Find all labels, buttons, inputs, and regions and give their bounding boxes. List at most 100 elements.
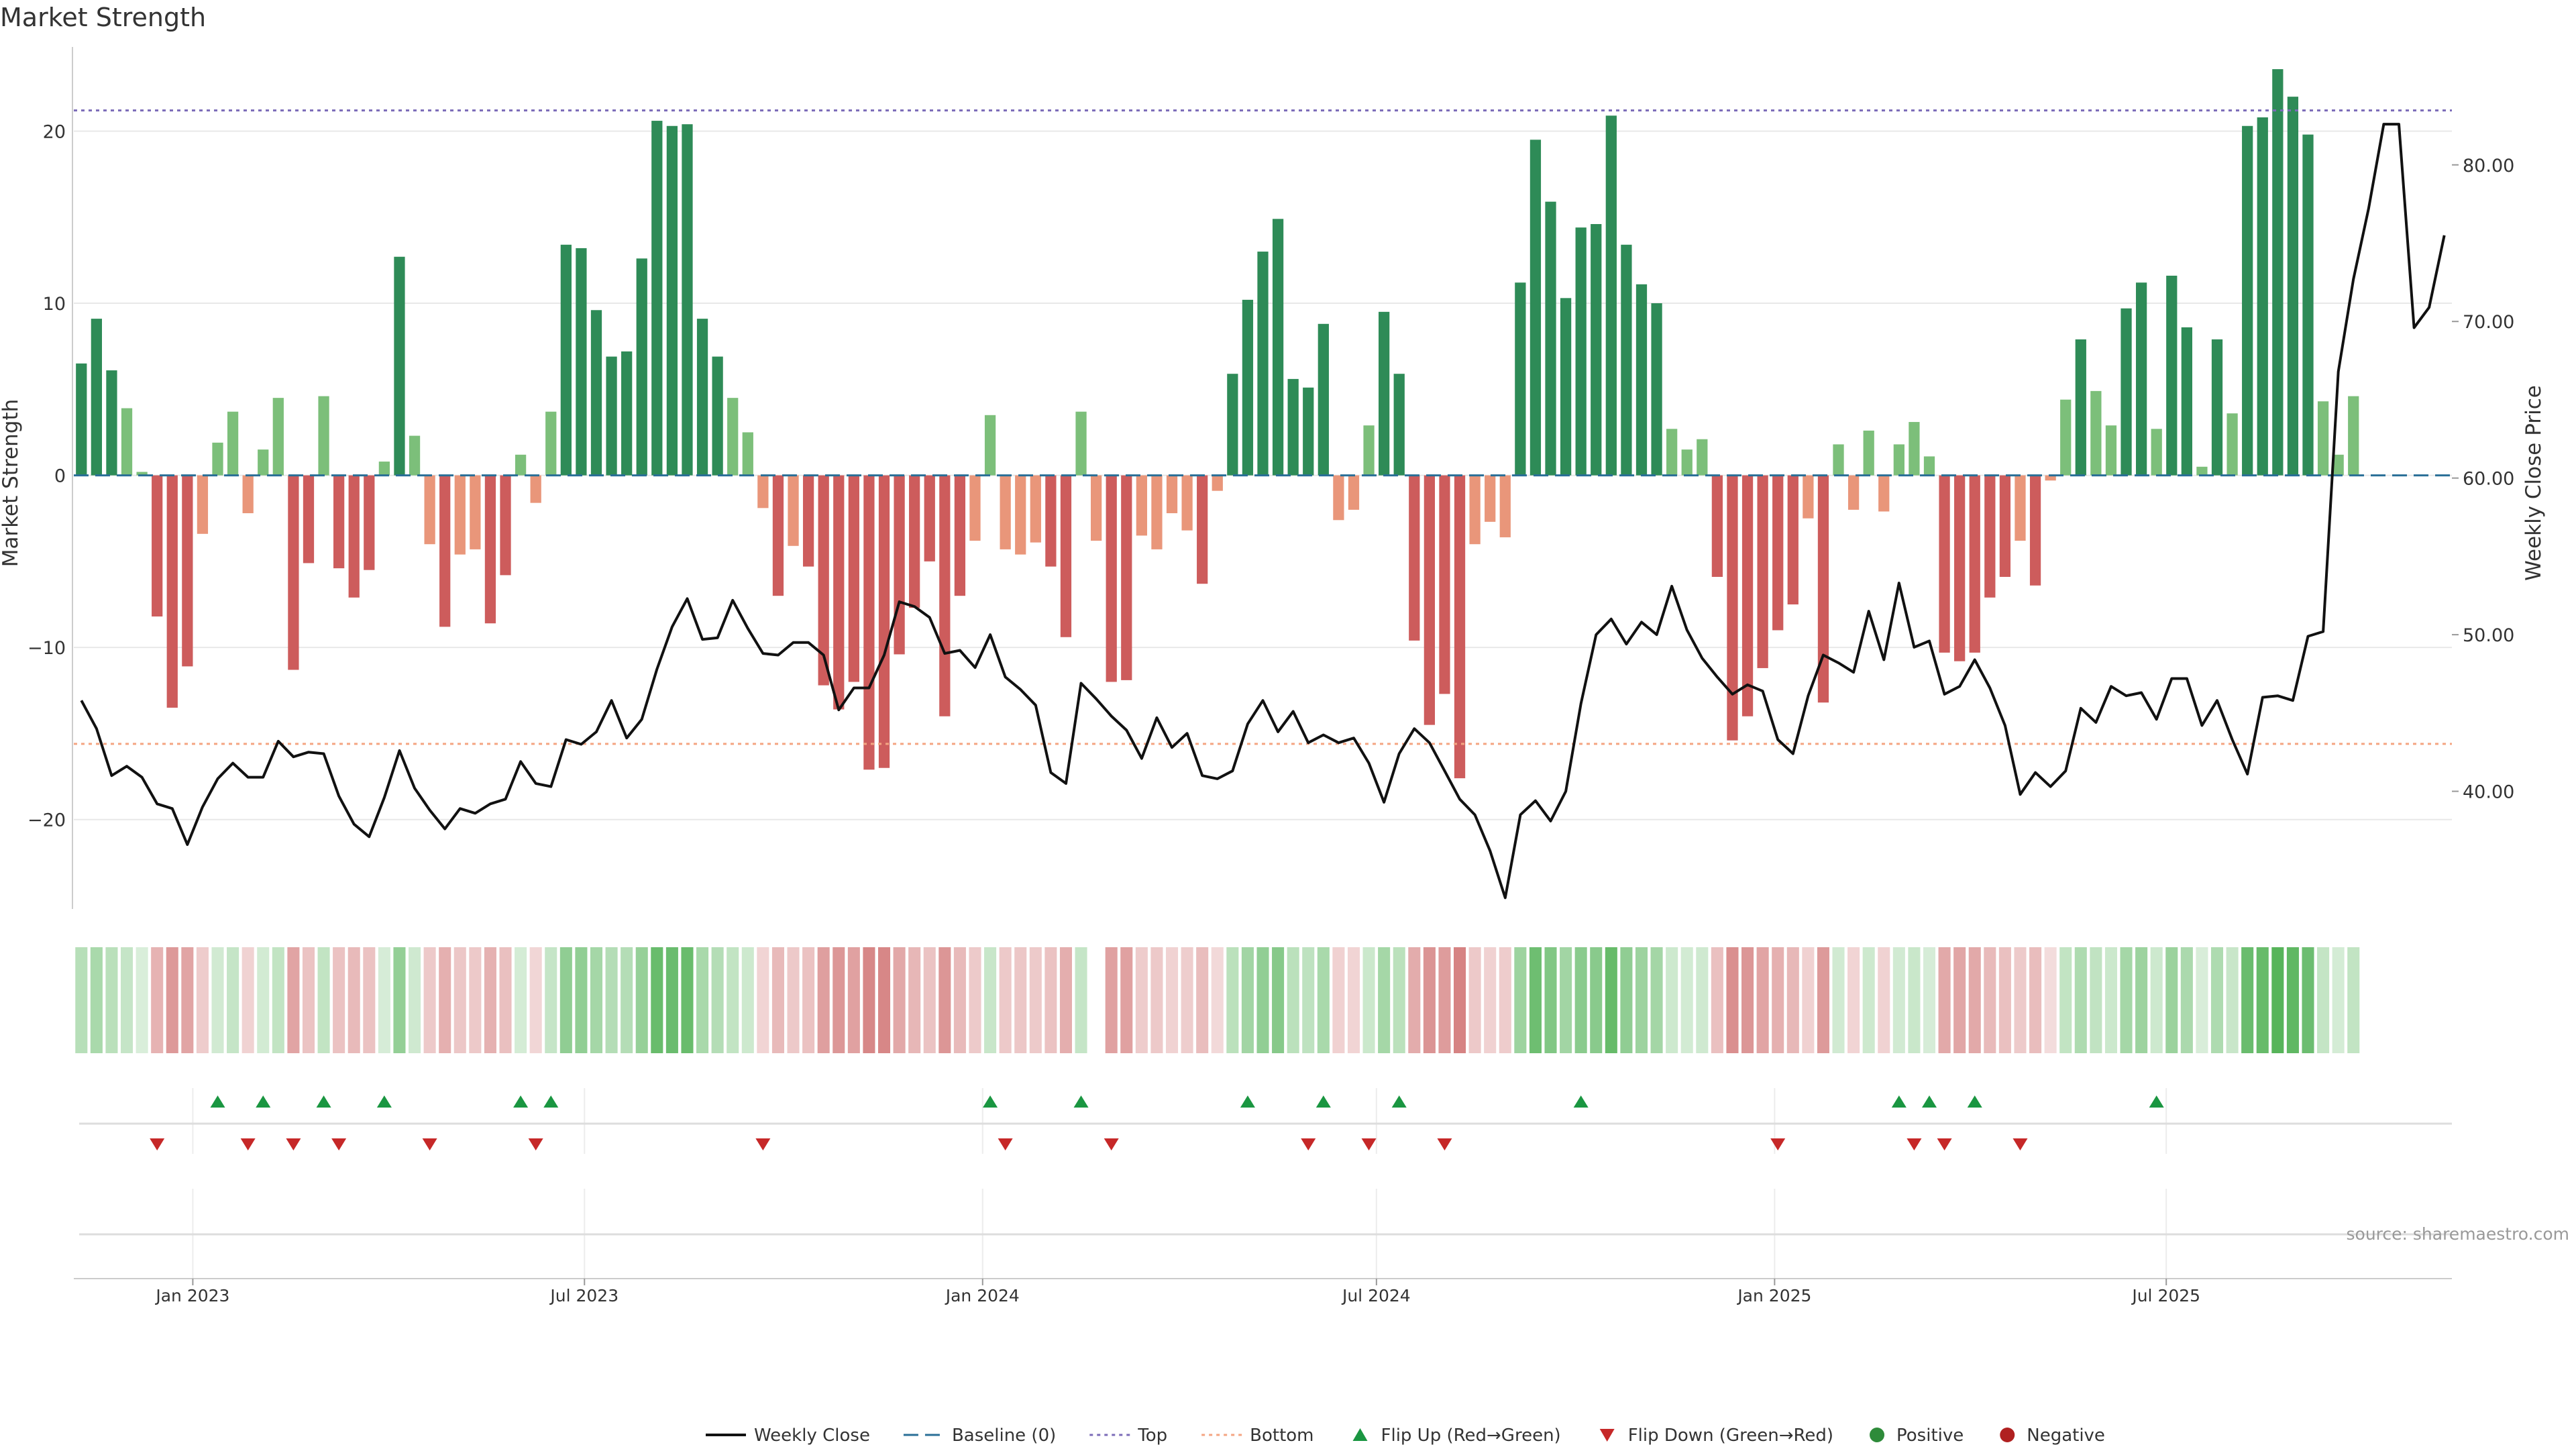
heat-cell (1605, 947, 1617, 1053)
x-tick-label: Jul 2023 (549, 1286, 619, 1305)
strength-bar (2075, 339, 2086, 476)
strength-bar (545, 411, 557, 476)
strength-heatmap-strip (75, 947, 2360, 1053)
strength-bar (227, 411, 239, 476)
flip-up-marker (983, 1095, 998, 1108)
strength-bar (454, 475, 466, 555)
flip-up-marker (210, 1095, 225, 1108)
heat-cell (1772, 947, 1784, 1053)
heat-cell (2256, 947, 2269, 1053)
strength-bar (636, 258, 647, 476)
strength-bar (606, 356, 617, 476)
strength-bar (1772, 475, 1784, 631)
flip-down-marker (755, 1138, 771, 1150)
flip-up-marker (1073, 1095, 1089, 1108)
heat-cell (1484, 947, 1497, 1053)
legend-label: Flip Down (Green→Red) (1628, 1426, 1833, 1446)
heat-cell (1560, 947, 1572, 1053)
strength-bar (318, 396, 329, 476)
heat-cell (2226, 947, 2239, 1053)
flip-down-marker (1104, 1138, 1119, 1150)
axes: −20 −10 0 10 20 40.00 50.00 60.00 70.00 80.00 Mark… (0, 47, 2546, 909)
strength-bar (1711, 475, 1723, 577)
x-tick-label: Jan 2024 (945, 1286, 1020, 1305)
strength-bar (409, 435, 421, 476)
strength-bar (439, 475, 451, 627)
strength-bar (394, 256, 405, 476)
strength-bar (818, 475, 829, 686)
strength-bar (696, 319, 708, 476)
y-axis-label: Market Strength (0, 399, 23, 568)
strength-bar (2060, 399, 2072, 476)
strength-bar (1591, 224, 1602, 476)
strength-bar (242, 475, 254, 514)
flip-up-marker (376, 1095, 392, 1108)
heat-cell (257, 947, 270, 1053)
strength-bar (848, 475, 859, 682)
heat-cell (1362, 947, 1375, 1053)
strength-bar (833, 475, 845, 710)
strength-bar (1499, 475, 1511, 537)
strength-bar (2287, 97, 2299, 476)
heat-cell (893, 947, 906, 1053)
heat-cell (1514, 947, 1527, 1053)
strength-bar (1909, 422, 1920, 476)
flip-up-marker (1573, 1095, 1589, 1108)
strength-bar (515, 454, 527, 476)
heat-cell (363, 947, 376, 1053)
flip-down-marker (150, 1138, 165, 1150)
flip-up-marker (1891, 1095, 1907, 1108)
strength-bar (364, 475, 375, 570)
strength-bar (1045, 475, 1057, 567)
heat-cell (1105, 947, 1118, 1053)
heat-cell (1696, 947, 1709, 1053)
heat-cell (953, 947, 966, 1053)
strength-bar (1212, 475, 1223, 491)
heat-cell (453, 947, 466, 1053)
flip-down-marker (286, 1138, 301, 1150)
strength-bars (76, 69, 2359, 779)
heat-cell (1878, 947, 1890, 1053)
heat-cell (2196, 947, 2208, 1053)
flip-markers-panel (79, 1088, 2452, 1154)
heat-cell (757, 947, 769, 1053)
strength-bar (1318, 323, 1329, 476)
strength-bar (484, 475, 496, 624)
heat-cell (287, 947, 300, 1053)
heat-cell (2150, 947, 2163, 1053)
heat-cell (1984, 947, 1996, 1053)
heat-cell (847, 947, 860, 1053)
flip-up-marker (316, 1095, 331, 1108)
strength-bar (2272, 69, 2284, 476)
strength-bar (2090, 390, 2102, 476)
strength-bar (1303, 387, 1314, 476)
strength-bar (378, 462, 390, 476)
strength-bar (1635, 284, 1648, 476)
heat-cell (863, 947, 875, 1053)
strength-bar (1181, 475, 1193, 531)
strength-bar (1923, 456, 1935, 476)
strength-bar (924, 475, 935, 561)
strength-bar (530, 475, 541, 503)
strength-bar (1015, 475, 1026, 555)
strength-bar (1333, 475, 1344, 521)
heat-cell (1908, 947, 1921, 1053)
strength-bar (1529, 140, 1542, 476)
strength-bar (470, 475, 481, 549)
legend-item-flip_down: Flip Down (Green→Red) (1599, 1426, 1833, 1446)
heat-cell (1256, 947, 1269, 1053)
heat-cell (2044, 947, 2057, 1053)
heat-cell (1544, 947, 1557, 1053)
heat-cell (1499, 947, 1511, 1053)
y2-tick-label: 70.00 (2463, 312, 2514, 333)
heat-cell (696, 947, 709, 1053)
strength-bar (1878, 475, 1890, 512)
legend-label: Top (1137, 1426, 1167, 1446)
y2-tick-label: 60.00 (2463, 469, 2514, 490)
legend-item-baseline: Baseline (0) (903, 1426, 1056, 1446)
heat-cell (1968, 947, 1981, 1053)
strength-bar (1424, 475, 1436, 725)
strength-bar (1621, 244, 1632, 476)
strength-bar (742, 432, 753, 476)
heat-cell (2302, 947, 2314, 1053)
